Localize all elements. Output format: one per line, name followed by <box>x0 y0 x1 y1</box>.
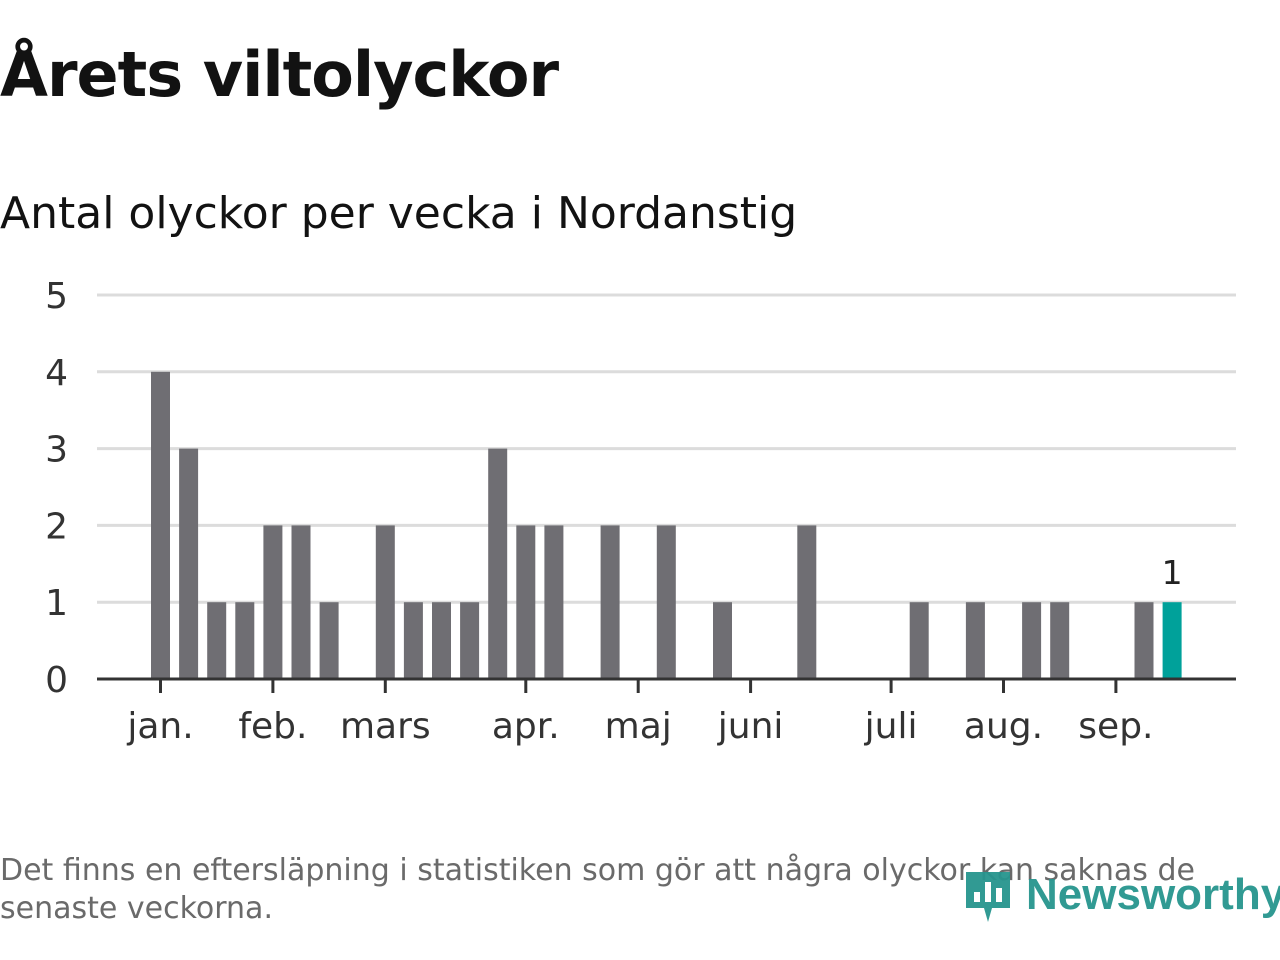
data-labels: 1 <box>1162 553 1183 592</box>
x-tick-label: juli <box>864 706 918 747</box>
bar <box>319 602 339 679</box>
chart-subtitle: Antal olyckor per vecka i Nordanstig <box>0 188 798 239</box>
bar <box>1050 602 1070 679</box>
bar <box>235 602 255 679</box>
x-tick-label: mars <box>340 706 431 747</box>
data-label: 1 <box>1162 553 1183 592</box>
bar <box>713 602 732 679</box>
bar <box>460 602 480 679</box>
y-axis-ticks: 0 1 2 3 4 5 <box>45 276 68 701</box>
x-tick-label: juni <box>717 706 784 747</box>
brand-name: Newsworthy <box>1026 870 1280 919</box>
bars <box>151 371 1182 679</box>
bar-chart: 0 1 2 3 4 5 jan. feb. mars apr. maj juni juli aug. se… <box>45 276 1236 747</box>
y-tick-label: 4 <box>45 353 68 394</box>
y-tick-label: 2 <box>45 506 68 547</box>
newsworthy-logo: Newsworthy <box>962 862 1280 928</box>
bar <box>656 525 676 679</box>
bar <box>151 371 170 679</box>
x-tick-label: maj <box>605 706 672 747</box>
chart-title: Årets viltolyckor <box>0 38 559 111</box>
x-tick-label: feb. <box>238 706 307 747</box>
bar <box>965 602 985 679</box>
x-tick-label: apr. <box>492 706 560 747</box>
bar <box>797 525 817 679</box>
x-tick-label: aug. <box>964 706 1043 747</box>
bar <box>207 602 227 679</box>
x-axis-ticks: jan. feb. mars apr. maj juni juli aug. sep. <box>126 679 1154 747</box>
bar <box>600 525 620 679</box>
x-tick-label: jan. <box>126 706 193 747</box>
bar <box>375 525 395 679</box>
newsworthy-logo-icon <box>966 872 1010 922</box>
bar <box>488 448 508 679</box>
bar <box>1022 602 1042 679</box>
bar <box>1134 602 1154 679</box>
x-tick-label: sep. <box>1078 706 1153 747</box>
bar-highlight <box>1162 602 1182 679</box>
bar <box>403 602 423 679</box>
bar <box>544 525 564 679</box>
bar <box>909 602 929 679</box>
bar <box>263 525 283 679</box>
bar <box>516 525 536 679</box>
bar <box>179 448 199 679</box>
bar <box>432 602 451 679</box>
y-tick-label: 3 <box>45 430 68 471</box>
y-tick-label: 1 <box>45 583 68 624</box>
y-tick-label: 0 <box>45 660 68 701</box>
y-tick-label: 5 <box>45 276 68 317</box>
bar <box>291 525 311 679</box>
